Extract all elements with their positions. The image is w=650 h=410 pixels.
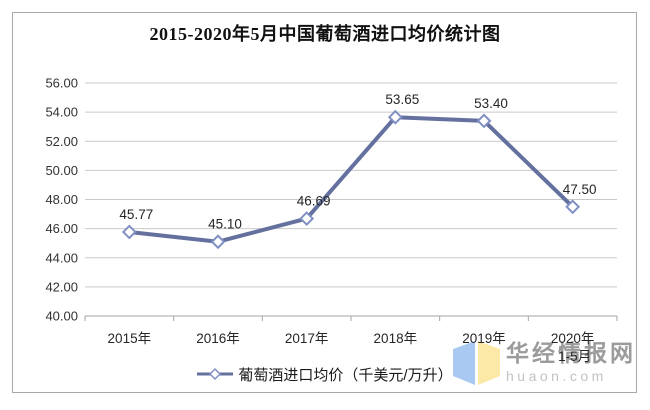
data-point-label: 53.65 <box>385 92 419 107</box>
data-point-marker <box>210 234 226 250</box>
legend: 葡萄酒进口均价（千美元/万升） <box>0 363 650 385</box>
x-axis-category-label: 2018年 <box>374 331 418 346</box>
x-axis-category-sublabel: 1-5月 <box>558 349 591 364</box>
x-axis-category-label: 2017年 <box>285 331 329 346</box>
watermark-text: 华经情报网 huaon.com <box>506 340 636 385</box>
data-point-marker <box>299 211 315 226</box>
data-point-marker <box>121 224 137 240</box>
chart-border <box>12 12 637 393</box>
y-axis-tick-label: 48.00 <box>45 192 78 207</box>
watermark: 华经情报网 huaon.com <box>453 341 636 386</box>
y-axis-tick-label: 44.00 <box>45 250 78 265</box>
x-axis-category-label: 2016年 <box>196 331 240 346</box>
x-axis-category-label: 2020年 <box>551 331 595 346</box>
y-axis-tick-label: 52.00 <box>45 134 78 149</box>
data-point-marker <box>387 109 403 125</box>
y-axis-tick-label: 46.00 <box>45 221 78 236</box>
watermark-brand: 华经情报网 <box>506 340 636 366</box>
data-point-marker <box>565 199 581 215</box>
x-axis-category-label: 2015年 <box>108 331 152 346</box>
x-axis-category-label: 2019年 <box>462 331 506 346</box>
legend-label: 葡萄酒进口均价（千美元/万升） <box>238 366 453 384</box>
data-point-label: 45.77 <box>119 207 153 222</box>
chart-title: 2015-2020年5月中国葡萄酒进口均价统计图 <box>149 24 501 44</box>
data-point-label: 45.10 <box>208 217 242 232</box>
data-point-label: 46.69 <box>297 194 331 209</box>
watermark-book-logo-icon <box>453 341 500 385</box>
data-point-label: 47.50 <box>563 182 597 197</box>
series-line <box>127 115 575 244</box>
y-axis-tick-label: 50.00 <box>45 163 78 178</box>
legend-line-diamond-icon <box>197 367 234 381</box>
y-axis-tick-label: 42.00 <box>45 279 78 294</box>
data-point-label: 53.40 <box>474 96 508 111</box>
watermark-domain: huaon.com <box>506 368 607 384</box>
data-point-marker <box>476 113 492 129</box>
y-axis-tick-label: 40.00 <box>45 309 78 324</box>
y-axis-tick-label: 56.00 <box>45 76 78 91</box>
y-axis-tick-label: 54.00 <box>45 105 78 120</box>
